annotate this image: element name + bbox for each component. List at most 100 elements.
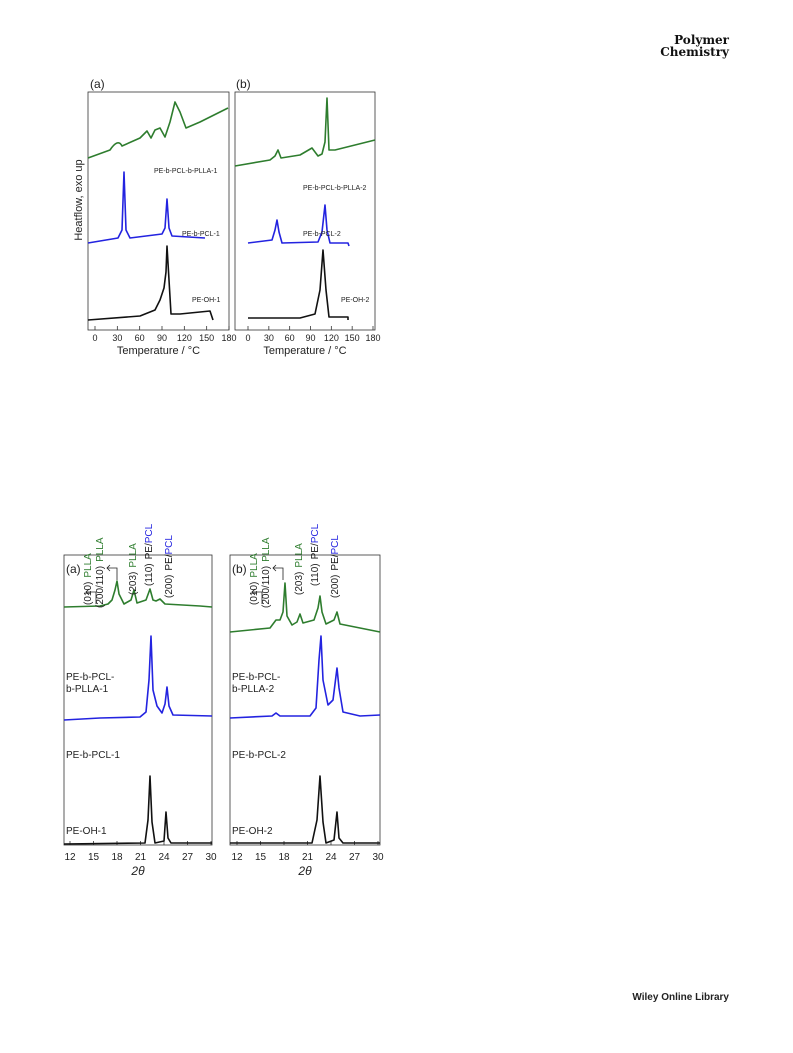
peak-phase: PLLA [83, 553, 94, 578]
peak-hkl: (200/110) [261, 566, 272, 608]
x-tick-label: 30 [372, 852, 384, 863]
curve [229, 635, 381, 719]
journal-line: Chemistry [660, 45, 730, 59]
peak-label: (200/110) PLLA [95, 537, 106, 608]
peak-phase: PCL [144, 523, 155, 543]
panel-label: (b) [236, 77, 251, 91]
peak-hkl: (010) [83, 582, 94, 605]
peak-hkl: (200) [330, 575, 341, 598]
peak-phase: PLLA [95, 537, 106, 562]
plot-frame [63, 554, 213, 846]
peak-phase: PCL [330, 535, 341, 555]
x-tick-label: 24 [325, 852, 337, 863]
curve [63, 775, 212, 845]
x-tick-label: 15 [88, 852, 100, 863]
curve [248, 249, 349, 320]
peak-phase: PCL [310, 523, 321, 543]
curve [87, 171, 206, 244]
peak-label: (200/110) PLLA [261, 537, 272, 608]
peak-phase: PE/ [144, 543, 155, 559]
x-tick-label: 0 [245, 333, 250, 343]
x-tick-label: 120 [177, 333, 192, 343]
peak-hkl: (200) [164, 575, 175, 598]
peak-phase: PCL [164, 535, 175, 555]
peak-label: (203) PLLA [294, 543, 305, 595]
peak-hkl: (110) [310, 563, 321, 586]
peak-hkl: (203) [294, 572, 305, 595]
curve-label: b-PLLA-1 [66, 684, 109, 695]
peak-phase: PLLA [261, 537, 272, 562]
x-tick-label: 30 [264, 333, 274, 343]
peak-hkl: (010) [249, 582, 260, 605]
x-tick-label: 150 [345, 333, 360, 343]
curve-label: PE-OH-2 [232, 826, 273, 837]
curve-label: PE-b-PCL- [66, 672, 114, 683]
peak-hkl: (203) [128, 572, 139, 595]
x-tick-label: 12 [231, 852, 243, 863]
peak-label: (010) PLLA [83, 553, 94, 605]
arrow [106, 564, 118, 580]
x-tick-label: 180 [365, 333, 380, 343]
arrow [272, 564, 284, 580]
x-tick-label: 27 [349, 852, 361, 863]
peak-phase: PE/ [330, 554, 341, 570]
curve-label: PE-OH-1 [66, 826, 107, 837]
x-tick-label: 90 [157, 333, 167, 343]
curve [87, 245, 214, 321]
curve-label: PE-b-PCL-1 [182, 231, 220, 238]
curve-label: PE-OH-1 [192, 297, 221, 304]
panel-label: (b) [232, 562, 247, 576]
panel-label: (a) [90, 77, 105, 91]
plot-frame [229, 554, 381, 846]
x-axis-label: Temperature / °C [263, 345, 346, 357]
x-tick-label: 27 [182, 852, 194, 863]
peak-label: (010) PLLA [249, 553, 260, 605]
curve-label: PE-OH-2 [341, 297, 370, 304]
peak-label: (200) PE/PCL [164, 535, 175, 598]
curve [234, 97, 376, 167]
x-tick-label: 30 [112, 333, 122, 343]
curve-label: PE-b-PCL-b-PLLA-1 [154, 168, 218, 175]
peak-label: (200) PE/PCL [330, 535, 341, 598]
footer: Wiley Online Library [632, 992, 729, 1003]
x-tick-label: 120 [324, 333, 339, 343]
x-tick-label: 21 [135, 852, 147, 863]
curve-label: b-PLLA-2 [232, 684, 275, 695]
peak-label: (203) PLLA [128, 543, 139, 595]
y-axis-label: Heatflow, exo up [73, 159, 85, 240]
x-axis-label: 2θ [130, 864, 145, 878]
x-tick-label: 18 [278, 852, 290, 863]
peak-phase: PLLA [294, 543, 305, 568]
x-tick-label: 15 [255, 852, 267, 863]
curve [229, 582, 381, 633]
curve-label: PE-b-PCL-2 [232, 750, 286, 761]
peak-hkl: (200/110) [95, 566, 106, 608]
x-tick-label: 150 [199, 333, 214, 343]
arrow [251, 588, 263, 604]
plot-frame [87, 91, 230, 331]
x-tick-label: 18 [111, 852, 123, 863]
x-tick-label: 12 [64, 852, 76, 863]
curve-label: PE-b-PCL-2 [303, 231, 341, 238]
x-tick-label: 0 [92, 333, 97, 343]
x-tick-label: 90 [305, 333, 315, 343]
x-tick-label: 24 [158, 852, 170, 863]
x-tick-label: 60 [135, 333, 145, 343]
curve [63, 580, 213, 608]
arrow [85, 588, 97, 604]
x-tick-label: 30 [205, 852, 217, 863]
journal-line: Polymer [674, 33, 730, 47]
peak-phase: PLLA [128, 543, 139, 568]
x-axis-label: Temperature / °C [117, 345, 200, 357]
peak-label: (110) PE/PCL [310, 523, 321, 586]
x-axis-label: 2θ [297, 864, 312, 878]
x-tick-label: 21 [302, 852, 314, 863]
peak-hkl: (110) [144, 563, 155, 586]
curve-label: PE-b-PCL-1 [66, 750, 120, 761]
peak-phase: PE/ [164, 554, 175, 570]
peak-phase: PE/ [310, 543, 321, 559]
plot-frame [234, 91, 376, 331]
curve [230, 775, 380, 844]
peak-phase: PLLA [249, 553, 260, 578]
